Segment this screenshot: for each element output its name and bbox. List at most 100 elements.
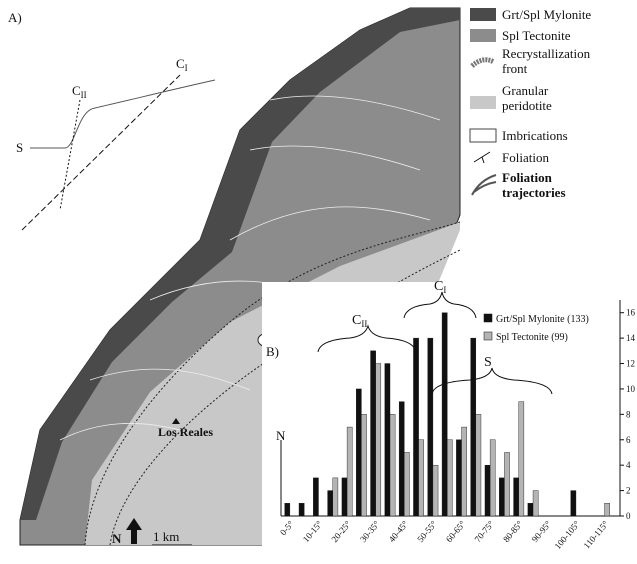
bar — [484, 464, 491, 517]
bar — [604, 503, 610, 517]
legend-label: Foliation trajectories — [502, 170, 566, 200]
bar — [513, 477, 519, 517]
legend-label: Grt/Spl Mylonite (133) — [496, 314, 589, 325]
legend-line: Recrystallization — [502, 46, 591, 61]
panel-label: B) — [266, 344, 279, 359]
bar — [527, 503, 534, 517]
recrystallization-front — [84, 221, 461, 546]
legend-swatch — [470, 29, 496, 42]
north-arrow — [126, 518, 142, 544]
bar — [298, 503, 305, 517]
legend-swatch — [470, 8, 496, 21]
bar — [361, 414, 367, 517]
panel-label: A) — [8, 10, 22, 25]
y-tick-label: 10 — [626, 384, 636, 394]
bar — [470, 337, 477, 517]
legend-swatch — [469, 128, 497, 143]
bar — [313, 477, 319, 517]
annotation-text: C — [352, 313, 361, 328]
bar — [441, 312, 448, 517]
bar — [570, 490, 577, 517]
legend-label: Spl Tectonite — [502, 28, 571, 43]
bar — [456, 439, 462, 517]
legend-swatch — [473, 151, 491, 164]
bar — [398, 401, 405, 517]
legend-label: Foliation — [502, 150, 549, 165]
annotation-subscript: I — [443, 285, 446, 295]
recrystallization-front — [109, 249, 461, 546]
brace — [403, 291, 477, 319]
inset-c1: CI — [176, 56, 188, 73]
y-tick-label: 14 — [626, 333, 636, 343]
bar — [413, 337, 419, 517]
legend-line: Granular — [502, 83, 549, 98]
legend-line: trajectories — [502, 185, 566, 200]
inset-c2 — [59, 99, 81, 211]
bar — [475, 414, 482, 517]
legend-label: Spl Tectonite (99) — [496, 332, 568, 343]
inset-s: S — [16, 140, 23, 155]
bar — [418, 439, 424, 517]
inset-c1-sub: I — [185, 63, 188, 73]
bar — [341, 477, 348, 517]
legend-label: Grt/Spl Mylonite — [502, 7, 591, 22]
y-tick-label: 0 — [626, 511, 631, 521]
bar — [327, 490, 333, 517]
bar — [461, 426, 467, 517]
y-axis-label: N — [276, 428, 286, 443]
bar — [356, 388, 362, 517]
y-tick-label: 8 — [626, 409, 631, 419]
bar — [404, 452, 410, 517]
legend-swatch — [483, 313, 493, 323]
legend-swatch — [470, 57, 496, 68]
bar — [432, 464, 439, 517]
scale-label: 1 km — [153, 529, 179, 544]
bar — [375, 363, 382, 517]
bar — [499, 477, 505, 517]
north-label: N — [112, 531, 122, 546]
bar — [346, 426, 353, 517]
legend-swatch — [471, 174, 497, 196]
legend-line: Foliation — [502, 170, 553, 185]
annotation-subscript: II — [361, 319, 367, 329]
y-tick-label: 2 — [626, 486, 631, 496]
inset-c2-main: C — [72, 83, 81, 98]
bar — [518, 401, 525, 517]
inset-c1-main: C — [176, 56, 185, 71]
bar — [447, 439, 453, 517]
bar — [384, 363, 391, 517]
annotation: CI — [434, 279, 446, 295]
inset-c2: CII — [72, 83, 87, 100]
legend-line: peridotite — [502, 98, 552, 113]
legend-swatch — [470, 96, 496, 109]
inset-c2-sub: II — [81, 90, 87, 100]
y-tick-label: 16 — [626, 308, 636, 318]
bar — [284, 503, 291, 517]
bar — [489, 439, 496, 517]
place-label: Los Reales — [158, 425, 213, 439]
y-tick-label: 4 — [626, 460, 631, 470]
foliation-trajectories — [59, 95, 441, 441]
bar — [332, 477, 339, 517]
bar — [370, 350, 376, 517]
legend-label: Recrystallization front — [502, 46, 591, 76]
inset-c1 — [21, 74, 181, 231]
y-tick-label: 12 — [626, 359, 635, 369]
place-marker — [172, 418, 180, 424]
annotation: CII — [352, 313, 367, 329]
inset-s-line — [30, 79, 216, 149]
legend-label: Granular peridotite — [502, 83, 552, 113]
annotation-text: S — [484, 355, 492, 370]
legend-label: Imbrications — [502, 128, 568, 143]
brace — [317, 324, 417, 353]
bar — [504, 452, 510, 517]
annotation-text: C — [434, 279, 443, 294]
bar — [427, 337, 434, 517]
legend-line: front — [502, 61, 528, 76]
bar — [532, 490, 539, 517]
brace — [431, 367, 553, 395]
bar — [389, 414, 396, 517]
annotation: S — [484, 355, 492, 370]
